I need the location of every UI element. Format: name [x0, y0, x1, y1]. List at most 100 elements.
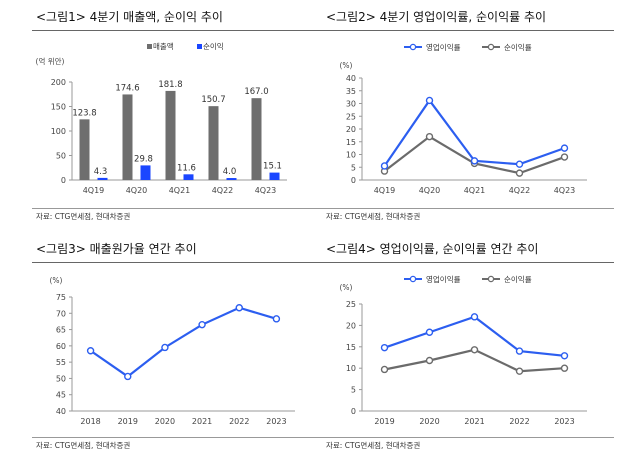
x-tick-label: 4Q21 — [169, 186, 191, 195]
bar-net-income — [140, 165, 151, 180]
legend-label: 순이익률 — [504, 274, 532, 284]
line-chart-fig4: 0 5 10 15 20 25 (%) 2019 2020 2021 2022 2023 영업이익률 순이… — [340, 274, 587, 426]
data-point — [124, 372, 132, 381]
chart-source-fig2: 자료: CTG면세점, 현대차증권 — [326, 212, 421, 221]
data-point — [515, 169, 524, 177]
legend-marker — [409, 275, 417, 283]
chart-source-fig3: 자료: CTG면세점, 현대차증권 — [36, 441, 131, 450]
x-tick-label: 2021 — [464, 417, 484, 426]
series-line — [383, 98, 565, 167]
chart-title-fig1: <그림1> 4분기 매출액, 순이익 추이 — [36, 10, 223, 24]
y-tick-label: 10 — [346, 364, 356, 373]
bar-sales — [165, 90, 176, 180]
bar-sales — [251, 98, 262, 180]
data-point — [470, 346, 479, 354]
y-tick-label: 40 — [346, 74, 356, 83]
data-point — [425, 96, 434, 105]
y-tick-label: 5 — [351, 386, 356, 395]
data-point — [515, 160, 524, 168]
y-tick-label: 150 — [51, 103, 66, 112]
data-point — [470, 157, 479, 165]
data-point — [560, 352, 569, 360]
y-tick-label: 0 — [61, 176, 66, 185]
bar-sales — [122, 94, 133, 180]
footer-divider — [322, 208, 614, 209]
y-tick-label: 65 — [56, 326, 66, 335]
y-tick-label: 70 — [56, 309, 66, 318]
y-tick-label: 200 — [51, 78, 66, 87]
legend-label: 순이익 — [203, 41, 224, 51]
x-tick-label: 2019 — [374, 417, 394, 426]
x-tick-label: 2023 — [266, 417, 286, 426]
y-axis-unit: (%) — [340, 283, 353, 292]
data-point — [560, 144, 569, 152]
x-tick-label: 2023 — [554, 417, 574, 426]
y-tick-label: 100 — [51, 127, 66, 136]
x-tick-label: 4Q23 — [255, 186, 277, 195]
x-tick-label: 4Q23 — [554, 186, 576, 195]
bar-sales — [79, 119, 90, 180]
y-tick-label: 15 — [346, 138, 356, 147]
x-tick-label: 4Q20 — [419, 186, 441, 195]
title-divider — [32, 262, 324, 263]
data-point — [515, 347, 524, 355]
y-tick-label: 50 — [56, 374, 66, 383]
line-chart-fig3: 40 45 50 55 60 65 70 75 (%) 2018 2019 2020 2021 2022 2… — [50, 276, 295, 426]
data-label: 15.1 — [263, 162, 282, 172]
line-chart-fig2: 0 5 10 15 20 25 30 35 40 (%) 4Q19 4Q20 4Q21 4Q22 4Q23 영… — [340, 42, 587, 195]
data-label: 4.0 — [223, 167, 237, 177]
legend-swatch — [147, 44, 152, 49]
data-point — [380, 162, 389, 170]
title-divider — [322, 262, 614, 263]
footer-divider — [32, 208, 324, 209]
data-label: 11.6 — [177, 163, 196, 173]
x-tick-label: 4Q22 — [212, 186, 234, 195]
x-tick-label: 2022 — [229, 417, 249, 426]
data-point — [425, 328, 434, 336]
x-tick-label: 2018 — [80, 417, 100, 426]
data-point — [425, 132, 434, 141]
data-point — [161, 343, 169, 352]
y-tick-label: 35 — [346, 87, 356, 96]
legend-label: 매출액 — [153, 41, 174, 51]
y-tick-label: 40 — [56, 407, 66, 416]
data-point — [235, 304, 243, 312]
chart-title-fig3: <그림3> 매출원가율 연간 추이 — [36, 242, 197, 256]
data-point — [425, 356, 434, 365]
data-label: 123.8 — [72, 108, 96, 118]
series-line — [383, 135, 565, 175]
y-tick-label: 25 — [346, 112, 356, 121]
x-tick-label: 4Q21 — [464, 186, 486, 195]
footer-divider — [32, 437, 324, 438]
x-tick-label: 2020 — [155, 417, 175, 426]
x-tick-label: 4Q20 — [126, 186, 148, 195]
bar-chart-fig1: 0 50 100 150 200 (억 위안) 123.8 174.6 181.8 150.7 16… — [36, 41, 287, 195]
y-axis-unit: (억 위안) — [36, 56, 65, 66]
data-point — [272, 315, 281, 323]
data-point — [380, 365, 389, 374]
data-point — [560, 364, 569, 372]
bar-net-income — [97, 177, 108, 180]
chart-title-fig4: <그림4> 영업이익률, 순이익률 연간 추이 — [326, 242, 539, 256]
y-tick-label: 30 — [346, 100, 356, 109]
y-axis-unit: (%) — [340, 61, 353, 70]
y-tick-label: 15 — [346, 343, 356, 352]
legend-marker — [409, 43, 417, 51]
bar-net-income — [269, 172, 280, 180]
y-tick-label: 5 — [351, 163, 356, 172]
x-tick-label: 4Q19 — [83, 186, 105, 195]
x-tick-label: 2022 — [509, 417, 529, 426]
chart-panel-fig2: <그림2> 4분기 영업이익률, 순이익률 추이 0 5 10 15 20 25 30 35 4… — [322, 8, 627, 233]
legend-label: 영업이익률 — [426, 42, 461, 52]
y-tick-label: 20 — [346, 125, 356, 134]
chart-source-fig4: 자료: CTG면세점, 현대차증권 — [326, 441, 421, 450]
data-label: 167.0 — [244, 87, 268, 97]
title-divider — [322, 30, 614, 31]
y-tick-label: 50 — [56, 152, 66, 161]
y-tick-label: 0 — [351, 407, 356, 416]
title-divider — [32, 30, 324, 31]
x-tick-label: 2020 — [419, 417, 439, 426]
legend-swatch — [197, 44, 202, 49]
chart-title-fig2: <그림2> 4분기 영업이익률, 순이익률 추이 — [326, 10, 547, 24]
data-point — [470, 313, 479, 321]
